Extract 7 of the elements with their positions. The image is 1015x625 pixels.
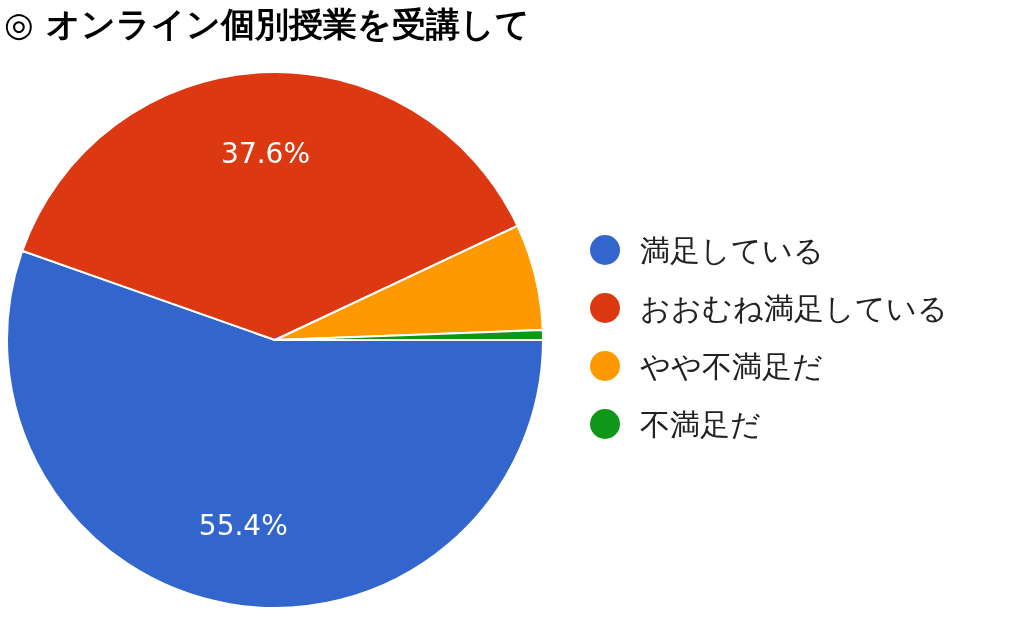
legend-label: おおむね満足している [640,291,948,326]
chart-title: ◎ オンライン個別授業を受講して [4,4,530,44]
legend-label: やや不満足だ [640,349,823,384]
legend-label: 満足している [640,233,824,268]
legend-label: 不満足だ [640,407,761,442]
data-label: 37.6% [221,136,311,170]
data-label: 55.4% [198,508,288,542]
